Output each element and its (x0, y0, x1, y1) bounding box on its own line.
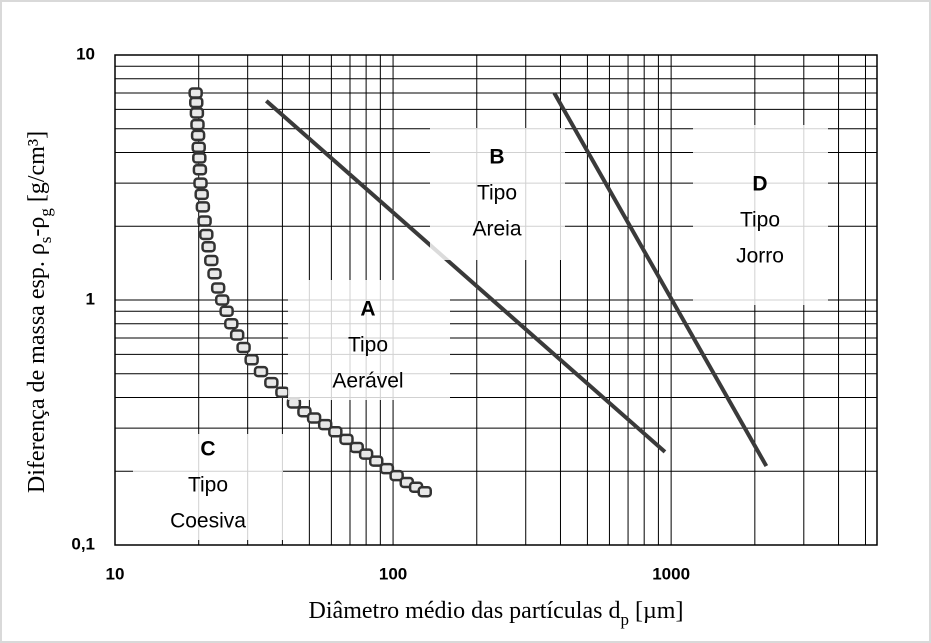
y-axis-label: Diferença de massa esp. ρs-ρg [g/cm³] (24, 131, 56, 493)
data-point (275, 386, 290, 399)
data-point (189, 96, 204, 109)
annotation-letter: B (489, 146, 504, 169)
data-point (297, 405, 312, 418)
annotation-text: Tipo (348, 334, 388, 357)
data-point (204, 254, 219, 267)
boundary-line (264, 99, 667, 454)
data-point (192, 164, 208, 176)
annotation-text: Tipo (477, 182, 517, 205)
data-point (229, 329, 245, 341)
annotation-box (430, 128, 565, 260)
x-axis-label: Diâmetro médio das partículas dp [µm] (309, 598, 684, 630)
y-tick-label: 0,1 (71, 534, 95, 553)
data-point (190, 129, 206, 142)
axis-label-part: [g/cm³] (24, 131, 50, 208)
x-tick-label: 100 (379, 564, 407, 583)
data-point (306, 412, 322, 424)
data-point (197, 215, 212, 227)
axis-label-part: Diferença de massa esp. ρ (24, 243, 50, 493)
data-point (339, 433, 354, 446)
axis-label-part: -ρ (24, 217, 50, 237)
annotation-text: Jorro (736, 245, 784, 268)
y-tick-label: 1 (86, 289, 95, 308)
x-tick-label: 1000 (652, 564, 690, 583)
data-point (192, 152, 207, 164)
data-point (214, 294, 230, 306)
axis-label-part: Diâmetro médio das partículas d (309, 598, 621, 624)
annotation-letter: A (360, 298, 375, 321)
annotation-text: Coesiva (170, 510, 246, 533)
annotation-text: Areia (472, 218, 521, 241)
data-point (191, 141, 206, 154)
data-point (379, 462, 395, 475)
data-point (195, 201, 211, 213)
data-point (210, 282, 226, 294)
annotation-text: Tipo (188, 474, 228, 497)
boundary-line (552, 91, 769, 468)
axis-label-part: p (620, 610, 629, 629)
annotation-text: Aerável (332, 370, 403, 393)
data-point (224, 317, 239, 330)
data-point (219, 305, 234, 317)
data-point (189, 107, 205, 119)
data-point (236, 341, 251, 354)
y-tick-label: 10 (76, 44, 95, 63)
data-point (317, 418, 333, 431)
data-point (253, 365, 269, 378)
axis-label-part: s (36, 237, 55, 244)
annotation-box (133, 434, 283, 540)
data-point (349, 441, 364, 454)
annotation-text: Tipo (740, 209, 780, 232)
data-point (389, 469, 404, 482)
data-point (201, 240, 216, 253)
annotation-letter: D (752, 173, 767, 196)
data-point (199, 228, 214, 241)
data-point (358, 448, 374, 460)
plot-border (114, 54, 878, 546)
annotation-box (288, 280, 450, 400)
data-point (368, 455, 384, 467)
data-point (194, 188, 209, 201)
data-point (207, 267, 222, 280)
data-point (328, 425, 343, 438)
annotation-box (693, 125, 828, 305)
data-point (190, 118, 205, 131)
data-point (417, 485, 432, 498)
data-point (244, 354, 259, 366)
data-point (264, 376, 279, 389)
annotation-letter: C (200, 438, 215, 461)
axis-label-part: g (36, 208, 55, 217)
data-point (188, 87, 203, 99)
x-tick-label: 10 (106, 564, 125, 583)
axis-label-part: [µm] (629, 598, 683, 624)
data-point (193, 177, 208, 189)
